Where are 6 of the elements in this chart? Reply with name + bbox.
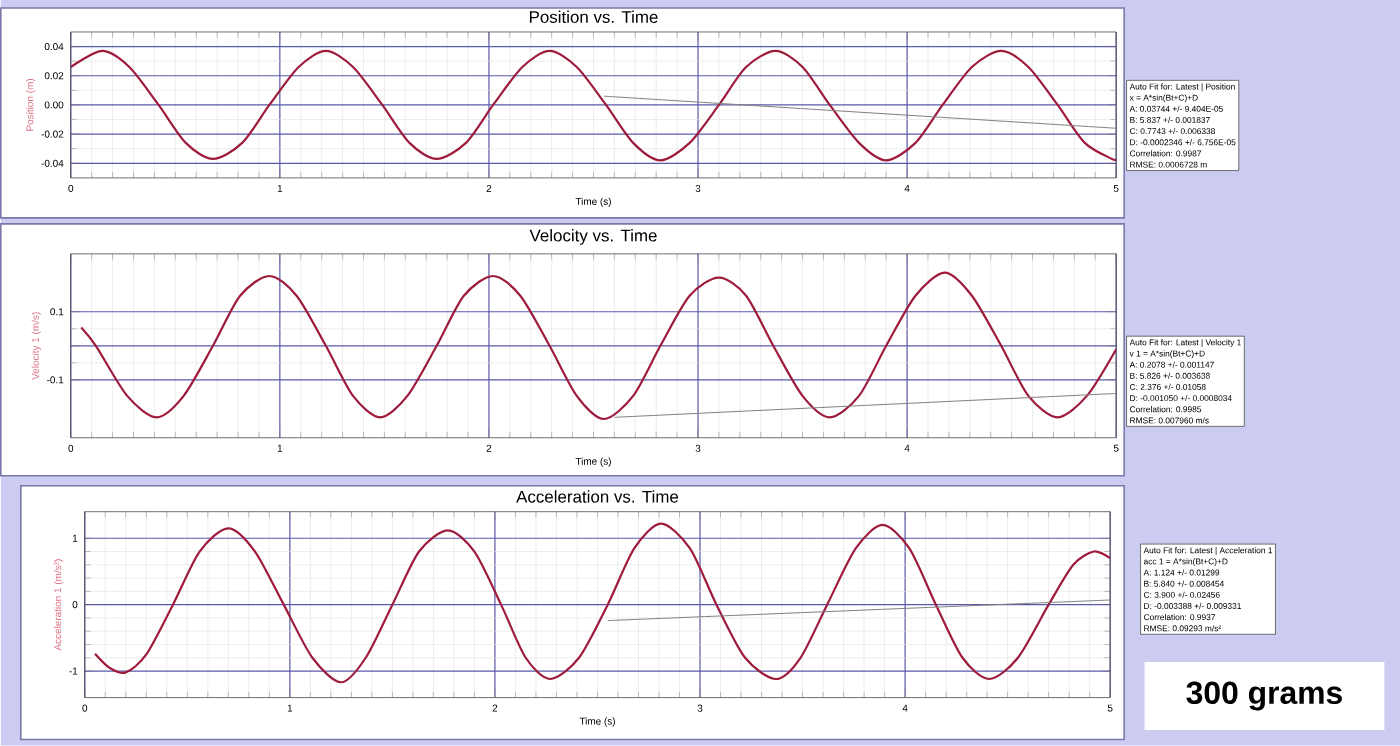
line-series bbox=[93, 522, 1111, 684]
chart-title: Position vs. Time bbox=[529, 10, 658, 24]
chart-title: Velocity vs. Time bbox=[529, 229, 657, 246]
chart-title: Acceleration vs. Time bbox=[516, 490, 679, 503]
text: 300 grams bbox=[1186, 681, 1342, 711]
line-series bbox=[80, 271, 1117, 421]
